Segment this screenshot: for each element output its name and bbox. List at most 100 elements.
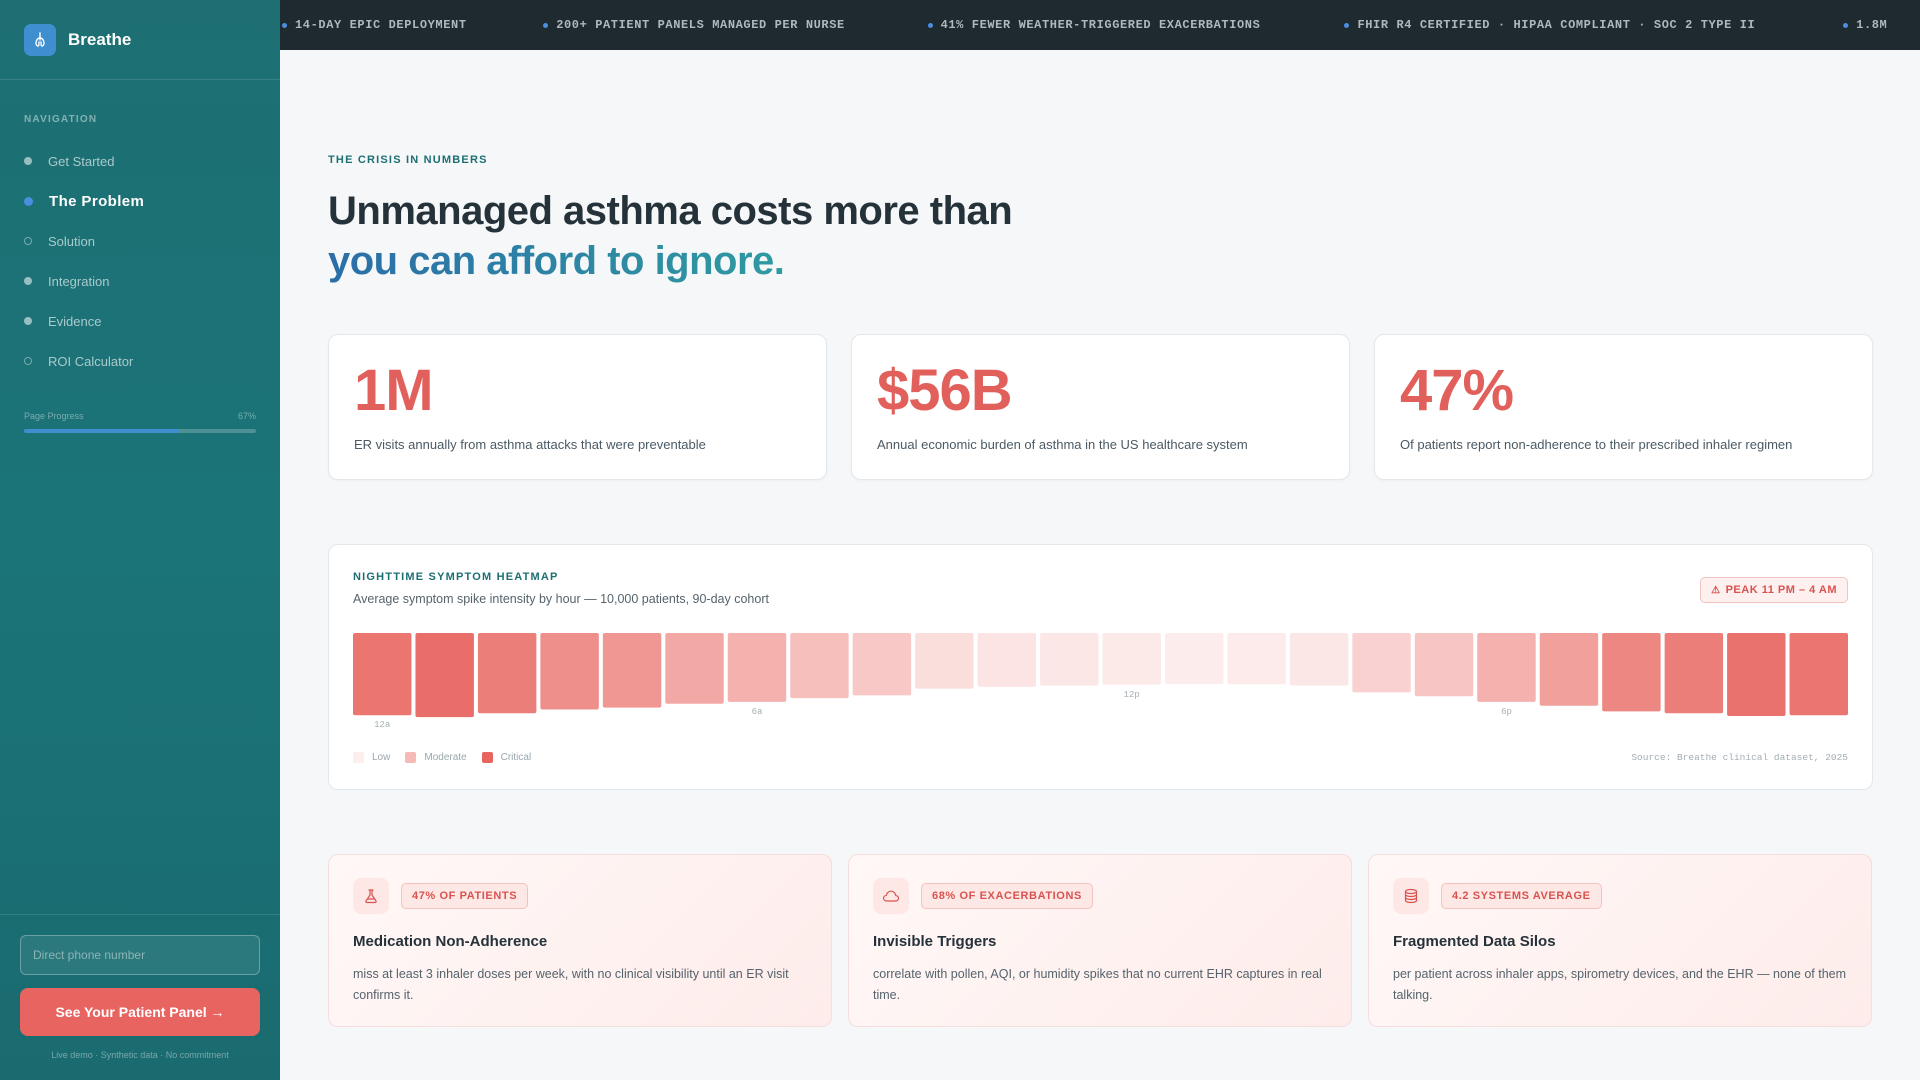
cloud-icon [873, 878, 909, 914]
sidebar-cta-panel: See Your Patient Panel → Live demo · Syn… [0, 914, 280, 1080]
ticker-item: 1.8M [1841, 18, 1920, 32]
heatmap-cell [790, 633, 849, 699]
nav-item-integration[interactable]: Integration [0, 261, 280, 301]
heatmap-legend: Low Moderate Critical [353, 752, 546, 763]
problem-tag: 4.2 SYSTEMS AVERAGE [1441, 883, 1602, 909]
problem-tag: 47% OF PATIENTS [401, 883, 529, 909]
bullet-icon [282, 22, 287, 28]
ticker-text: 1.8M [1856, 18, 1888, 32]
page-progress: Page Progress 67% [24, 411, 256, 433]
stat-card: $56B Annual economic burden of asthma in… [851, 334, 1350, 480]
heatmap-cell [1352, 633, 1411, 693]
brand-name: Breathe [68, 29, 132, 49]
nav-item-evidence[interactable]: Evidence [0, 301, 280, 341]
page-title: Unmanaged asthma costs more than you can… [328, 186, 1873, 286]
problem-card-silos: 4.2 SYSTEMS AVERAGE Fragmented Data Silo… [1368, 854, 1872, 1027]
problem-description: per patient across inhaler apps, spirome… [1393, 967, 1847, 1002]
nav-item-the-problem[interactable]: The Problem [0, 181, 280, 221]
ticker-text: 14-DAY EPIC DEPLOYMENT [295, 18, 467, 32]
nav-dot [24, 277, 32, 285]
nav-label: Solution [48, 233, 95, 249]
problem-card-adherence: 47% OF PATIENTS Medication Non-Adherence… [328, 854, 832, 1027]
problem-description: correlate with pollen, AQI, or humidity … [873, 967, 1322, 1002]
ticker-text: 41% FEWER WEATHER-TRIGGERED EXACERBATION… [940, 18, 1261, 32]
bullet-icon [927, 22, 933, 28]
heatmap-cell [1227, 633, 1286, 685]
heatmap-cell [1664, 633, 1724, 714]
lung-icon [24, 23, 56, 56]
heatmap-cell [1477, 633, 1536, 702]
stat-value: 1M [354, 358, 434, 423]
heatmap-tick-label: 6p [1501, 707, 1512, 717]
stats-row: 1M ER visits annually from asthma attack… [328, 334, 1873, 480]
peak-badge: ⚠ PEAK 11 PM – 4 AM [1700, 577, 1848, 603]
heatmap-cell [1789, 633, 1848, 716]
headline-line1: Unmanaged asthma costs more than [328, 189, 1013, 233]
ticker-item: 41% FEWER WEATHER-TRIGGERED EXACERBATION… [926, 18, 1343, 32]
heatmap-cell [1289, 633, 1349, 686]
bullet-icon [543, 22, 549, 28]
heatmap-cell [915, 633, 974, 689]
heatmap-cell [1539, 633, 1599, 706]
heatmap-subtitle: Average symptom spike intensity by hour … [353, 592, 769, 606]
nav-heading: NAVIGATION [24, 114, 98, 125]
section-eyebrow: THE CRISIS IN NUMBERS [328, 154, 488, 166]
legend-item-critical: Critical [481, 752, 531, 763]
problem-title: Fragmented Data Silos [1393, 933, 1556, 950]
heatmap-card: NIGHTTIME SYMPTOM HEATMAP Average sympto… [328, 544, 1873, 790]
nav-label: ROI Calculator [48, 353, 134, 369]
nav-label: Integration [48, 273, 110, 289]
heatmap-cell [727, 633, 787, 702]
progress-label: Page Progress [24, 411, 84, 421]
heatmap-title: NIGHTTIME SYMPTOM HEATMAP [353, 571, 559, 583]
heatmap-source: Source: Breathe clinical dataset, 2025 [1631, 752, 1848, 763]
stat-card: 47% Of patients report non-adherence to … [1374, 334, 1873, 480]
problem-cards: 47% OF PATIENTS Medication Non-Adherence… [328, 854, 1873, 1027]
legend-swatch-low [353, 752, 364, 763]
stat-value: $56B [877, 358, 1013, 423]
nav-item-get-started[interactable]: Get Started [0, 141, 280, 181]
problem-title: Medication Non-Adherence [353, 933, 548, 950]
phone-input[interactable] [20, 935, 260, 975]
flask-icon [353, 878, 389, 914]
stat-description: Annual economic burden of asthma in the … [877, 437, 1248, 452]
brand[interactable]: Breathe [0, 0, 280, 80]
heatmap-tick-label: 12a [374, 720, 391, 730]
heatmap-cell [1414, 633, 1474, 697]
legend-item-moderate: Moderate [405, 752, 467, 763]
heatmap-cell [540, 633, 599, 710]
main-content: THE CRISIS IN NUMBERS Unmanaged asthma c… [328, 50, 1873, 1027]
nav-dot [24, 237, 32, 245]
nav-label: The Problem [49, 192, 145, 210]
warning-icon: ⚠ [1711, 584, 1721, 596]
stat-description: ER visits annually from asthma attacks t… [354, 437, 706, 452]
problem-card-triggers: 68% OF EXACERBATIONS Invisible Triggers … [848, 854, 1352, 1027]
legend-item-low: Low [353, 752, 390, 763]
nav-item-roi-calculator[interactable]: ROI Calculator [0, 341, 280, 381]
legend-label: Low [372, 752, 391, 763]
headline-line2: you can afford to ignore. [328, 239, 785, 283]
stat-card: 1M ER visits annually from asthma attack… [328, 334, 827, 480]
stat-description: Of patients report non-adherence to thei… [1400, 437, 1793, 452]
ticker-item: 14-DAY EPIC DEPLOYMENT [280, 18, 541, 32]
problem-description: miss at least 3 inhaler doses per week, … [353, 967, 789, 1002]
heatmap-cell [415, 633, 474, 718]
nav-item-solution[interactable]: Solution [0, 221, 280, 261]
ticker-item: 200+ PATIENT PANELS MANAGED PER NURSE [541, 18, 925, 32]
heatmap-cell [1164, 633, 1224, 684]
database-icon [1393, 878, 1429, 914]
legend-swatch-critical [481, 752, 493, 763]
ticker-text: 200+ PATIENT PANELS MANAGED PER NURSE [556, 18, 845, 32]
problem-title: Invisible Triggers [873, 933, 997, 950]
heatmap-cell [852, 633, 912, 696]
heatmap-cell [602, 633, 662, 708]
see-patient-panel-button[interactable]: See Your Patient Panel → [20, 988, 260, 1036]
heatmap-cell [977, 633, 1037, 687]
legend-swatch-moderate [405, 752, 417, 763]
heatmap-chart: 12a 6a 12p 6p [353, 633, 1848, 730]
ticker-text: FHIR R4 CERTIFIED · HIPAA COMPLIANT · SO… [1357, 18, 1756, 32]
ticker-bar: 14-DAY EPIC DEPLOYMENT 200+ PATIENT PANE… [280, 0, 1920, 50]
progress-value: 67% [237, 411, 256, 421]
bullet-icon [1843, 22, 1849, 28]
heatmap-cell [665, 633, 724, 704]
